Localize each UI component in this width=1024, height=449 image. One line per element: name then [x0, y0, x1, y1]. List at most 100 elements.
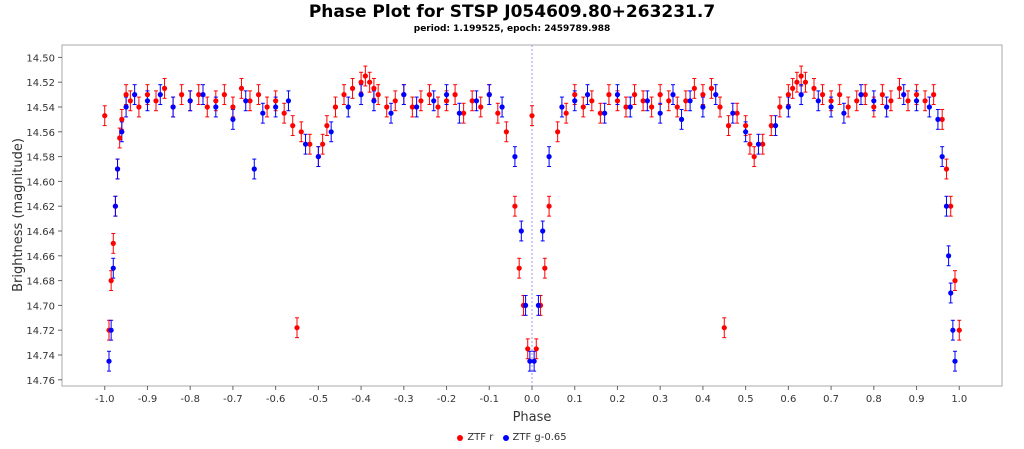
data-point-ztf-r	[896, 85, 903, 91]
legend-marker-blue	[502, 434, 509, 441]
y-tick-label: 14.70	[26, 301, 55, 312]
data-point-ztf-r	[358, 79, 364, 85]
y-tick-label: 14.76	[26, 376, 55, 387]
data-point-ztf-r	[542, 265, 548, 271]
data-point-ztf-g	[828, 104, 834, 110]
data-point-ztf-g	[443, 92, 450, 98]
data-point-ztf-r	[533, 346, 539, 352]
data-point-ztf-r	[751, 154, 757, 160]
data-point-ztf-g	[251, 166, 257, 172]
data-point-ztf-g	[114, 166, 121, 172]
data-point-ztf-r	[307, 141, 313, 147]
data-point-ztf-r	[392, 98, 398, 104]
data-point-ztf-g	[230, 116, 236, 122]
y-tick-label: 14.68	[26, 277, 55, 288]
data-point-ztf-g	[522, 302, 529, 308]
x-tick-label: -1.0	[95, 394, 115, 405]
data-point-ztf-r	[828, 98, 834, 104]
data-point-ztf-g	[559, 104, 565, 110]
data-point-ztf-r	[247, 98, 253, 104]
data-point-ztf-g	[512, 154, 518, 160]
data-point-ztf-r	[623, 104, 629, 110]
data-point-ztf-r	[939, 116, 945, 122]
x-tick-label: -0.1	[480, 394, 500, 405]
data-point-ztf-r	[837, 92, 843, 98]
data-point-ztf-r	[922, 98, 928, 104]
data-point-ztf-r	[123, 92, 129, 98]
data-point-ztf-g	[950, 327, 956, 333]
data-point-ztf-r	[525, 346, 531, 352]
data-point-ztf-r	[371, 85, 377, 91]
data-point-ztf-g	[785, 104, 791, 110]
y-tick-label: 14.56	[26, 128, 55, 139]
data-point-ztf-g	[486, 92, 492, 98]
data-point-ztf-r	[700, 92, 706, 98]
data-point-ztf-g	[871, 98, 877, 104]
data-point-ztf-r	[102, 113, 108, 119]
data-point-ztf-g	[627, 104, 633, 110]
data-point-ztf-r	[768, 123, 774, 129]
data-point-ztf-g	[943, 203, 950, 209]
data-point-ztf-r	[290, 123, 296, 129]
data-point-ztf-r	[708, 85, 715, 91]
data-point-ztf-r	[196, 92, 202, 98]
data-point-ztf-r	[845, 104, 851, 110]
data-point-ztf-r	[862, 92, 868, 98]
data-point-ztf-g	[841, 110, 847, 116]
data-point-ztf-r	[136, 104, 142, 110]
y-axis-label: Brightness (magnitude)	[11, 138, 26, 292]
data-point-ztf-r	[469, 98, 475, 104]
data-point-ztf-g	[518, 228, 524, 234]
data-point-ztf-g	[108, 327, 114, 333]
data-point-ztf-r	[666, 98, 672, 104]
chart-title: Phase Plot for STSP J054609.80+263231.7	[308, 2, 716, 22]
data-point-ztf-g	[948, 290, 954, 296]
legend-item-ztf-g: ZTF g-0.65	[502, 432, 567, 443]
data-point-ztf-r	[956, 327, 962, 333]
data-point-ztf-g	[499, 104, 505, 110]
data-point-ztf-g	[687, 98, 693, 104]
data-point-ztf-r	[790, 85, 796, 91]
data-point-ztf-r	[375, 92, 381, 98]
data-point-ztf-r	[332, 104, 339, 110]
data-point-ztf-g	[572, 98, 578, 104]
data-point-ztf-g	[670, 92, 676, 98]
data-point-ztf-r	[153, 98, 159, 104]
data-point-ztf-r	[811, 85, 817, 91]
x-tick-label: -0.6	[266, 394, 286, 405]
y-tick-label: 14.60	[26, 177, 55, 188]
data-point-ztf-g	[584, 92, 591, 98]
data-point-ztf-r	[384, 104, 390, 110]
data-point-ztf-r	[572, 92, 578, 98]
data-point-ztf-r	[580, 104, 586, 110]
data-point-ztf-g	[713, 92, 719, 98]
x-tick-label: 1.0	[951, 394, 967, 405]
data-point-ztf-r	[546, 203, 552, 209]
data-point-ztf-g	[345, 104, 351, 110]
data-point-ztf-g	[157, 92, 163, 98]
data-point-ztf-r	[144, 92, 151, 98]
x-tick-label: 0.6	[780, 394, 796, 405]
data-point-ztf-r	[512, 203, 518, 209]
data-point-ztf-g	[926, 104, 932, 110]
data-point-ztf-g	[123, 104, 129, 110]
data-point-ztf-g	[540, 228, 546, 234]
x-tick-label: 0.5	[738, 394, 754, 405]
data-point-ztf-g	[260, 110, 266, 116]
data-point-ztf-r	[854, 98, 860, 104]
data-point-ztf-g	[743, 129, 749, 135]
data-point-ztf-r	[367, 79, 373, 85]
data-point-ztf-r	[452, 92, 458, 98]
data-point-ztf-g	[473, 98, 480, 104]
data-point-ztf-r	[717, 104, 723, 110]
data-point-ztf-g	[358, 92, 364, 98]
data-point-ztf-r	[683, 98, 689, 104]
data-point-ztf-g	[144, 98, 151, 104]
y-tick-label: 14.72	[26, 326, 55, 337]
data-point-ztf-g	[112, 203, 119, 209]
x-tick-label: -0.9	[138, 394, 158, 405]
data-point-ztf-g	[884, 104, 890, 110]
data-point-ztf-r	[785, 92, 791, 98]
data-point-ztf-g	[527, 358, 533, 364]
x-tick-label: 0.3	[652, 394, 668, 405]
